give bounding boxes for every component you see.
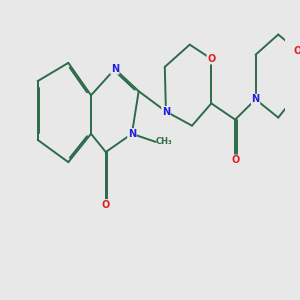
Text: CH₃: CH₃ bbox=[156, 137, 172, 146]
Text: O: O bbox=[102, 200, 110, 210]
Text: N: N bbox=[162, 106, 170, 116]
Text: O: O bbox=[207, 54, 215, 64]
Text: O: O bbox=[293, 46, 300, 56]
Text: N: N bbox=[111, 64, 119, 74]
Text: N: N bbox=[251, 94, 260, 104]
Text: O: O bbox=[231, 155, 239, 165]
Text: N: N bbox=[128, 129, 136, 139]
